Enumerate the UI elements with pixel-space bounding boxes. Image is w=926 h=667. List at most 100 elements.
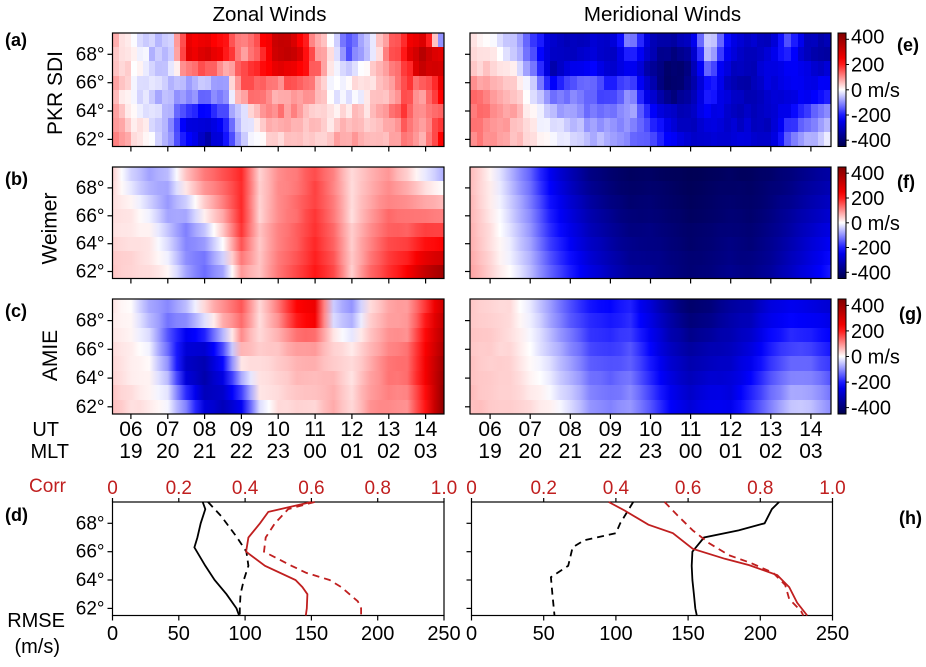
svg-text:(e): (e) [897,35,919,55]
svg-text:14: 14 [799,418,823,441]
svg-text:02: 02 [377,440,400,463]
svg-text:68°: 68° [76,513,105,534]
svg-text:0.4: 0.4 [603,478,630,499]
svg-text:19: 19 [478,440,501,463]
svg-text:22: 22 [599,440,622,463]
svg-text:68°: 68° [76,311,105,332]
svg-text:400: 400 [851,163,884,185]
svg-text:09: 09 [599,418,622,441]
svg-text:64°: 64° [76,234,105,255]
svg-text:400: 400 [851,295,884,317]
svg-text:21: 21 [193,440,216,463]
svg-text:Weimer: Weimer [39,193,62,265]
svg-text:20: 20 [156,440,179,463]
svg-text:(d): (d) [5,505,28,525]
svg-text:(c): (c) [5,301,27,321]
svg-text:-400: -400 [851,398,891,420]
svg-text:08: 08 [559,418,582,441]
svg-text:0: 0 [466,478,477,499]
svg-text:14: 14 [414,418,438,441]
svg-text:(m/s): (m/s) [14,636,60,658]
svg-text:0.4: 0.4 [232,478,259,499]
svg-text:0: 0 [107,623,118,645]
svg-text:13: 13 [377,418,400,441]
svg-text:(h): (h) [899,508,922,528]
svg-text:12: 12 [719,418,742,441]
svg-text:0.6: 0.6 [298,478,324,499]
svg-text:-400: -400 [851,130,891,152]
svg-text:0 m/s: 0 m/s [851,347,900,369]
svg-text:200: 200 [361,623,394,645]
svg-text:RMSE: RMSE [7,610,65,632]
svg-text:200: 200 [851,55,884,77]
svg-text:62°: 62° [76,598,105,619]
svg-text:10: 10 [267,418,290,441]
svg-text:03: 03 [799,440,822,463]
svg-text:-200: -200 [851,238,891,260]
svg-text:Corr: Corr [29,476,67,497]
svg-text:06: 06 [119,418,142,441]
svg-text:13: 13 [759,418,782,441]
svg-text:0 m/s: 0 m/s [851,213,900,235]
svg-text:AMIE: AMIE [39,330,62,381]
svg-text:23: 23 [639,440,662,463]
svg-text:MLT: MLT [30,441,69,463]
svg-text:64°: 64° [76,101,105,122]
svg-text:200: 200 [851,188,884,210]
svg-text:50: 50 [533,623,555,645]
svg-text:0.6: 0.6 [675,478,701,499]
svg-text:10: 10 [639,418,662,441]
svg-text:64°: 64° [76,570,105,591]
svg-text:250: 250 [816,623,849,645]
svg-text:0: 0 [466,623,477,645]
svg-text:100: 100 [228,623,261,645]
svg-text:02: 02 [759,440,782,463]
svg-text:66°: 66° [76,339,105,360]
svg-text:62°: 62° [76,262,105,283]
svg-text:UT: UT [32,419,59,441]
svg-text:22: 22 [230,440,253,463]
svg-text:11: 11 [680,418,702,441]
svg-text:0.2: 0.2 [530,478,556,499]
svg-text:19: 19 [119,440,142,463]
svg-text:00: 00 [303,440,326,463]
svg-text:-200: -200 [851,372,891,394]
svg-text:08: 08 [193,418,216,441]
svg-text:62°: 62° [76,397,105,418]
svg-text:66°: 66° [76,206,105,227]
svg-text:150: 150 [671,623,704,645]
svg-text:12: 12 [340,418,363,441]
svg-text:250: 250 [427,623,460,645]
svg-text:20: 20 [519,440,542,463]
svg-text:01: 01 [719,440,742,463]
svg-text:(b): (b) [5,169,28,189]
svg-text:-200: -200 [851,105,891,127]
svg-text:00: 00 [679,440,702,463]
svg-text:11: 11 [304,418,326,441]
svg-text:21: 21 [559,440,582,463]
svg-text:50: 50 [168,623,190,645]
svg-text:1.0: 1.0 [431,478,457,499]
svg-text:68°: 68° [76,44,105,65]
svg-text:(g): (g) [899,304,922,324]
svg-text:Meridional Winds: Meridional Winds [584,3,741,26]
svg-text:(f): (f) [897,172,915,192]
svg-text:07: 07 [156,418,179,441]
svg-text:01: 01 [340,440,363,463]
svg-text:100: 100 [599,623,632,645]
svg-text:23: 23 [267,440,290,463]
svg-text:150: 150 [295,623,328,645]
svg-text:06: 06 [478,418,501,441]
svg-text:200: 200 [851,321,884,343]
svg-text:0.8: 0.8 [364,478,390,499]
svg-text:200: 200 [744,623,777,645]
svg-text:1.0: 1.0 [819,478,845,499]
svg-text:07: 07 [519,418,542,441]
svg-text:0: 0 [107,478,118,499]
svg-text:66°: 66° [76,73,105,94]
svg-text:(a): (a) [5,30,27,50]
svg-text:400: 400 [851,26,884,48]
svg-text:03: 03 [414,440,437,463]
svg-text:Zonal Winds: Zonal Winds [213,3,327,26]
svg-text:0 m/s: 0 m/s [851,80,900,102]
